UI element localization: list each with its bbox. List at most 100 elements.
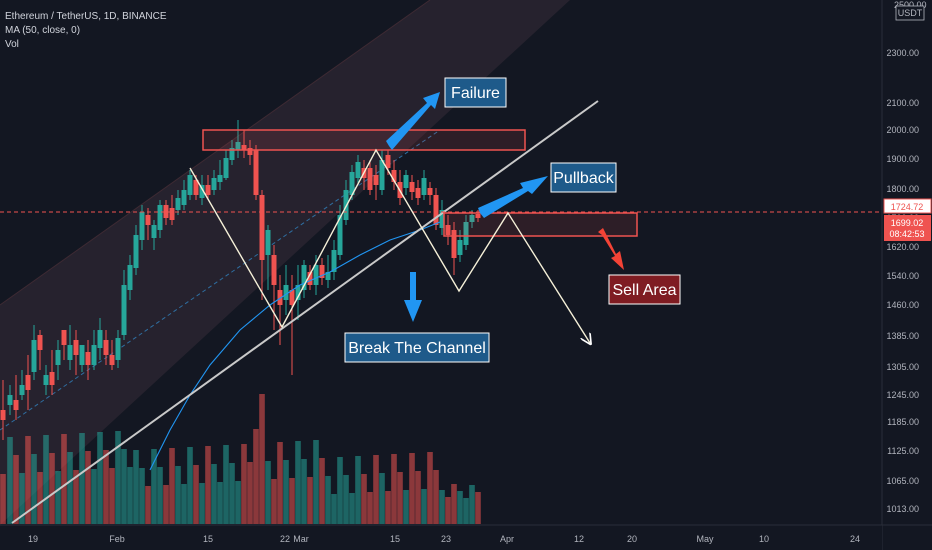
volume-bar — [151, 449, 157, 524]
volume-bar — [355, 456, 361, 524]
volume-bar — [385, 491, 391, 524]
ma-indicator-label[interactable]: MA (50, close, 0) — [5, 25, 80, 36]
currency-badge[interactable] — [895, 5, 925, 21]
candle-body — [463, 222, 469, 245]
volume-bar — [97, 432, 103, 524]
candle-body — [421, 178, 427, 195]
volume-bar — [289, 478, 295, 524]
volume-bar — [49, 453, 55, 524]
candle-body — [433, 195, 439, 225]
candle-body — [25, 375, 31, 390]
symbol-title[interactable]: Ethereum / TetherUS, 1D, BINANCE — [5, 11, 167, 22]
candle-body — [241, 145, 247, 150]
price-tick-label: 1540.00 — [886, 271, 919, 281]
candle-body — [277, 290, 283, 305]
volume-bar — [91, 469, 97, 524]
candle-body — [91, 345, 97, 365]
last-price-tag: 1699.02 08:42:53 — [884, 215, 931, 241]
sell-arrow — [598, 228, 624, 270]
volume-bar — [223, 445, 229, 524]
volume-bar — [127, 467, 133, 524]
volume-bar — [115, 431, 121, 524]
candle-body — [169, 208, 175, 220]
volume-bar — [25, 436, 31, 524]
volume-bar — [157, 467, 163, 524]
candle-body — [97, 330, 103, 348]
price-tick-label: 2000.00 — [886, 125, 919, 135]
volume-bar — [7, 437, 13, 524]
candle-body — [355, 162, 361, 178]
time-tick-label: 20 — [627, 534, 637, 544]
candle-body — [223, 158, 229, 178]
volume-bar — [169, 448, 175, 524]
candle-body — [43, 375, 49, 385]
volume-bar — [133, 450, 139, 524]
time-tick-label: Mar — [293, 534, 309, 544]
volume-bar — [403, 490, 409, 524]
volume-bar — [367, 492, 373, 524]
time-tick-label: Apr — [500, 534, 514, 544]
sell-area-label[interactable]: Sell Area — [608, 274, 681, 305]
volume-bar — [235, 481, 241, 524]
time-tick-label: 15 — [390, 534, 400, 544]
volume-bar — [409, 453, 415, 524]
volume-bar — [0, 474, 6, 524]
volume-bar — [181, 484, 187, 524]
price-tick-label: 2300.00 — [886, 48, 919, 58]
failure-label[interactable]: Failure — [444, 77, 507, 108]
volume-bar — [325, 476, 331, 524]
countdown-text: 08:42:53 — [889, 229, 924, 239]
candle-body — [403, 175, 409, 188]
volume-bar — [313, 440, 319, 524]
break-channel-label[interactable]: Break The Channel — [344, 332, 490, 363]
price-tick-label: 1065.00 — [886, 476, 919, 486]
volume-bar — [259, 394, 265, 524]
candle-body — [451, 230, 457, 258]
volume-bar — [451, 484, 457, 524]
candle-body — [265, 230, 271, 255]
candle-body — [7, 395, 13, 405]
volume-bar — [121, 449, 127, 524]
resistance-zone[interactable] — [202, 129, 526, 151]
time-tick-label: 19 — [28, 534, 38, 544]
price-tick-label: 1800.00 — [886, 184, 919, 194]
candle-body — [445, 225, 451, 235]
channel-band — [0, 0, 570, 525]
volume-bar — [61, 434, 67, 524]
candle-body — [301, 265, 307, 290]
time-axis[interactable] — [0, 525, 882, 550]
candle-body — [55, 350, 61, 365]
volume-bar — [349, 493, 355, 524]
volume-bar — [283, 460, 289, 524]
sell-area-label-box — [608, 274, 681, 305]
volume-bar — [391, 454, 397, 524]
price-axis[interactable] — [882, 0, 932, 550]
volume-bar — [295, 441, 301, 524]
candle-body — [469, 215, 475, 222]
volume-bar — [415, 471, 421, 524]
sell-zone[interactable] — [443, 212, 638, 237]
volume-bar — [307, 477, 313, 524]
candle-body — [313, 265, 319, 285]
volume-bar — [277, 442, 283, 524]
volume-bar — [187, 447, 193, 524]
price-tick-label: 1900.00 — [886, 154, 919, 164]
volume-bar — [85, 451, 91, 524]
volume-bar — [217, 482, 223, 524]
pullback-label[interactable]: Pullback — [550, 162, 617, 193]
volume-indicator-label[interactable]: Vol — [5, 39, 19, 50]
volume-bar — [331, 494, 337, 524]
time-tick-label: 23 — [441, 534, 451, 544]
candle-body — [175, 198, 181, 210]
level-price-tag: 1724.72 — [883, 198, 932, 214]
pullback-label-box — [550, 162, 617, 193]
candle-body — [349, 172, 355, 195]
volume-bar — [463, 498, 469, 524]
candle-body — [295, 285, 301, 300]
volume-bar — [301, 459, 307, 524]
volume-bar — [439, 490, 445, 524]
time-tick-label: 24 — [850, 534, 860, 544]
price-tick-label: 1185.00 — [887, 417, 919, 427]
